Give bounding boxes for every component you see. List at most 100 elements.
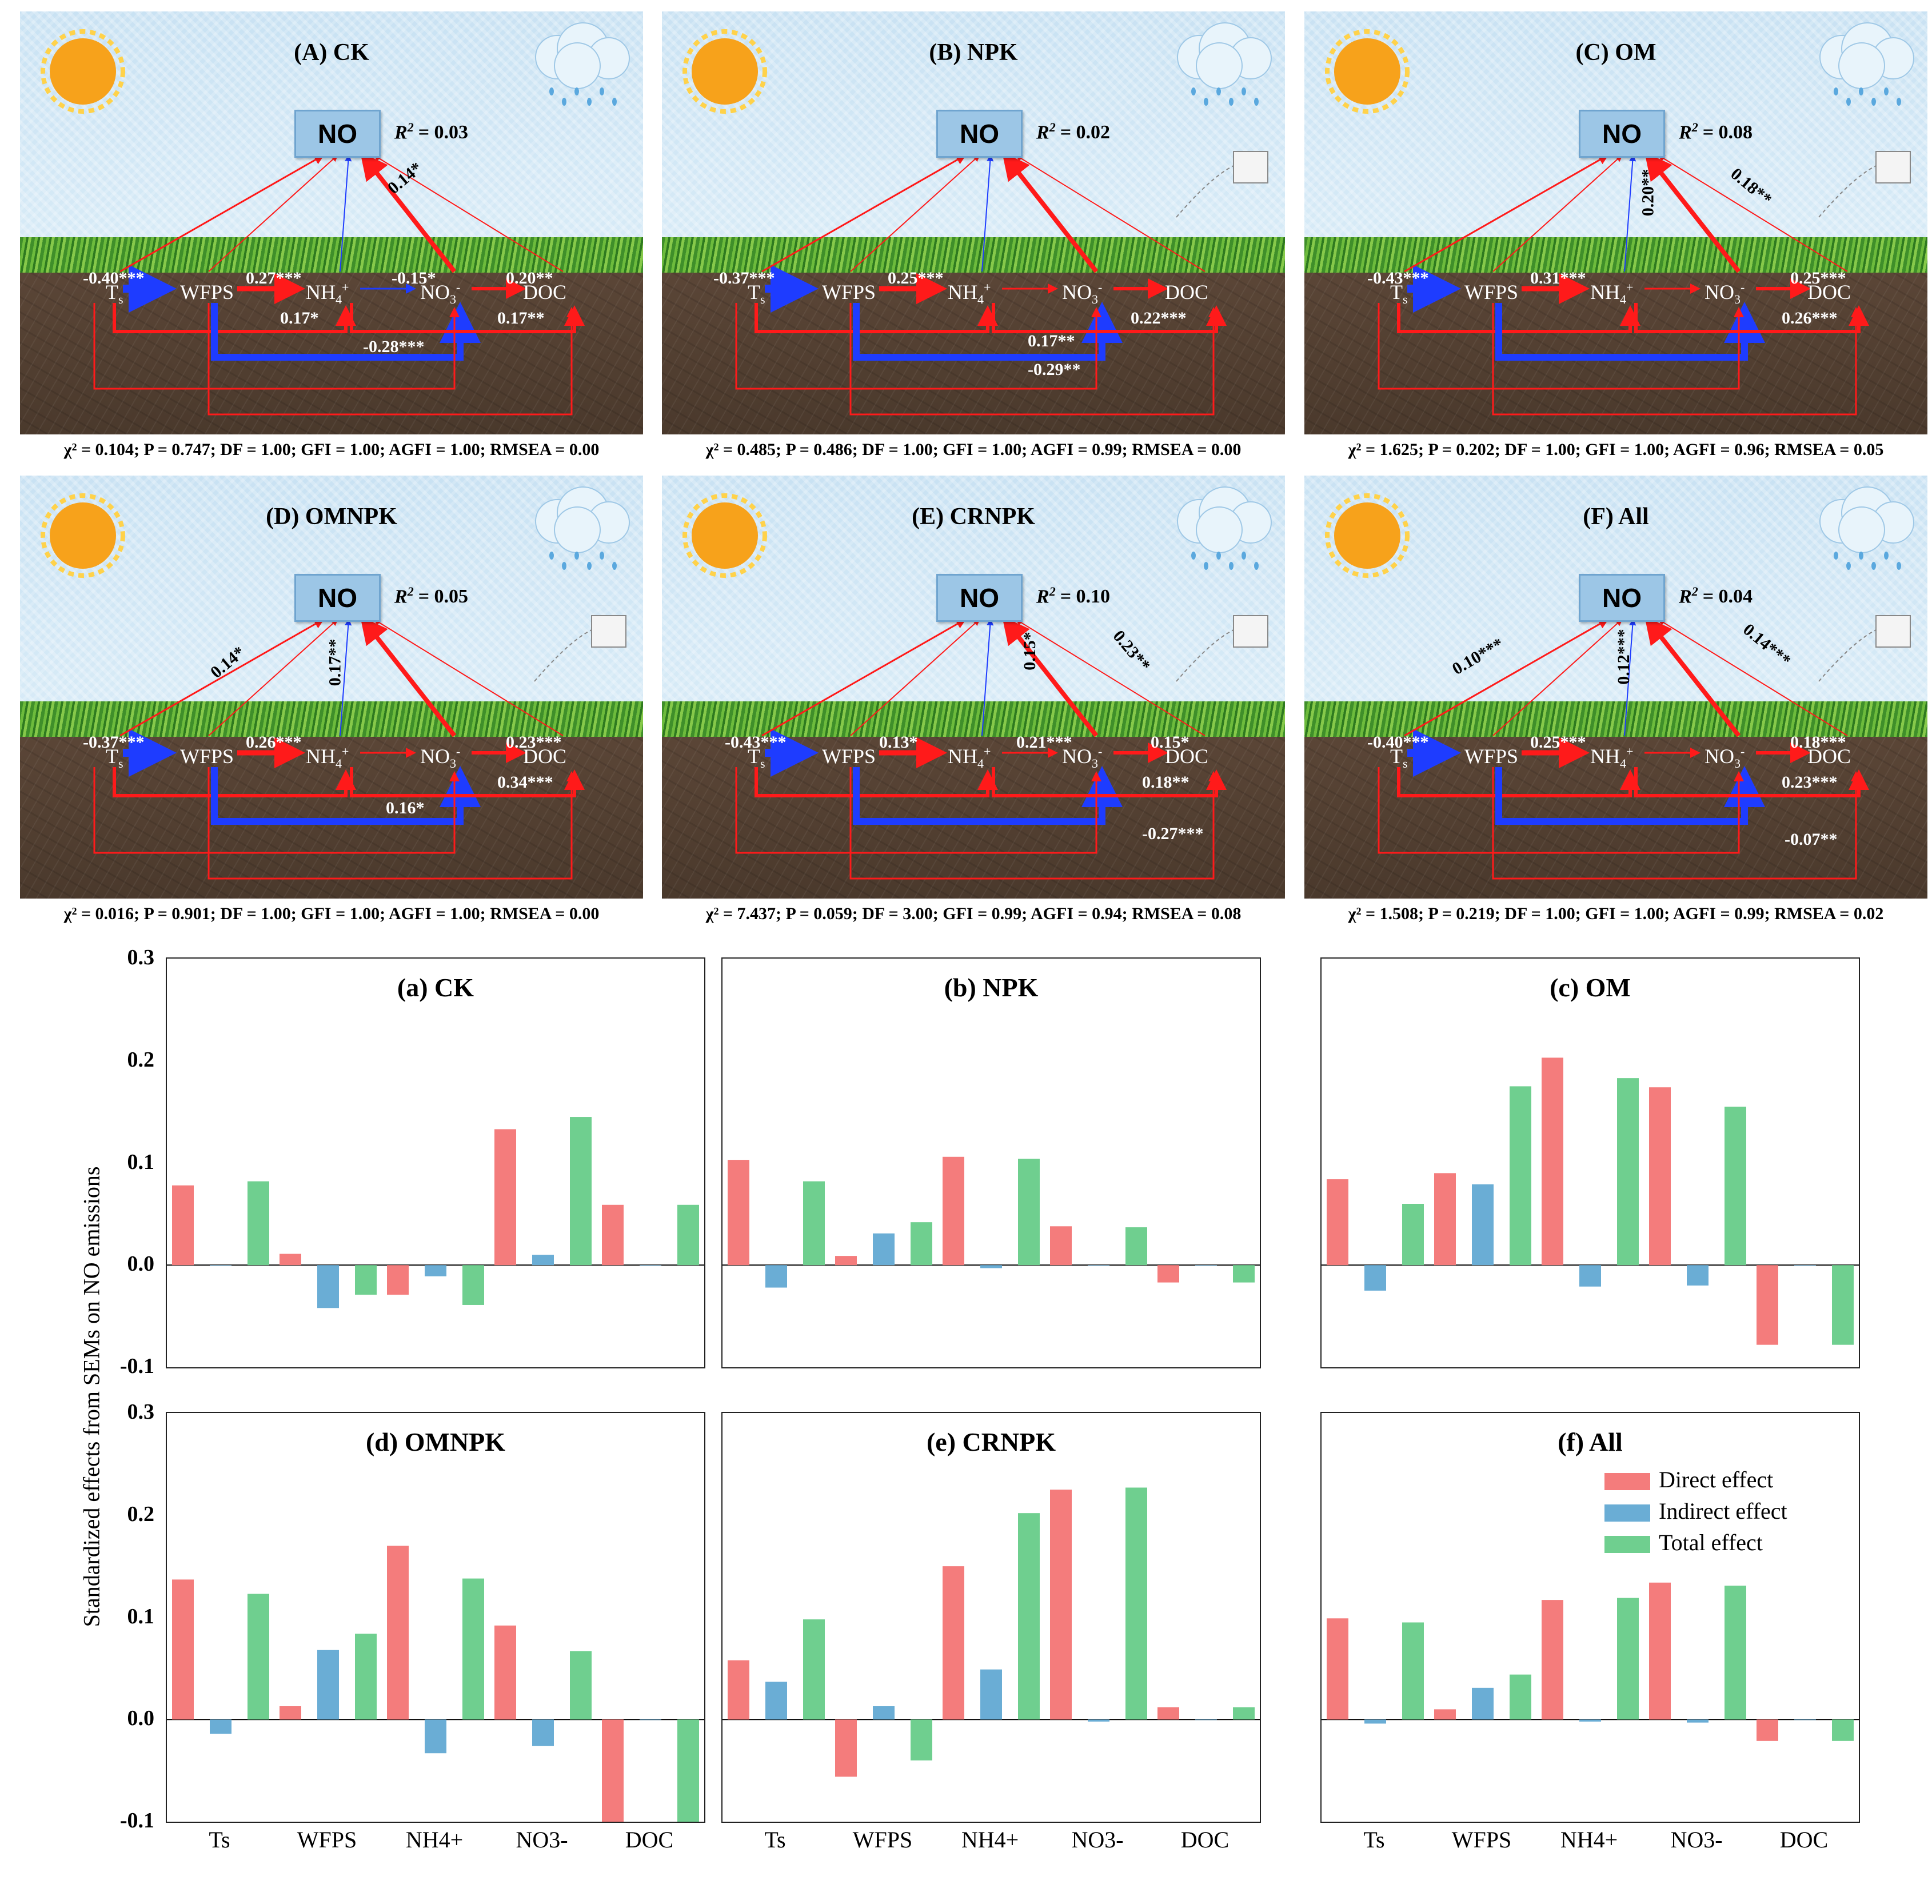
var-nh4: NH4+ (306, 744, 349, 771)
r-squared: R2 = 0.04 (1679, 584, 1753, 608)
var-superscript: + (342, 280, 349, 294)
bar-total (911, 1222, 932, 1266)
bar-total (1725, 1586, 1746, 1720)
path-coefficient: 0.22*** (1131, 309, 1187, 328)
var-wfps: WFPS (1464, 744, 1518, 768)
soil-path-arrow (755, 303, 998, 333)
r-squared: R2 = 0.08 (1679, 120, 1753, 143)
soil-path-arrow (1397, 767, 1640, 797)
soil-path-arrow (1397, 303, 1640, 333)
x-tick-label: Ts (209, 1827, 230, 1853)
bar-indirect (980, 1669, 1002, 1720)
x-tick-label: NO3- (1670, 1827, 1723, 1853)
sem-panel-title: (A) CK (294, 39, 369, 66)
bar-indirect (1195, 1719, 1217, 1721)
path-arrow (1015, 618, 1205, 736)
soil-path-arrow (735, 767, 1101, 854)
bar-total (1402, 1204, 1424, 1266)
var-no3: NO3- (1705, 744, 1745, 771)
sem-panel: (C) OM NO R2 = 0.08 Ts WFPS NH4+ NO3- DOC -0.43**… (1304, 11, 1927, 434)
r-squared-label: R (1036, 122, 1049, 143)
bar-total (1125, 1487, 1147, 1720)
var-no3: NO3- (420, 744, 460, 771)
bar-indirect (1579, 1265, 1601, 1287)
var-superscript: - (456, 280, 461, 294)
var-ts-label: T (106, 281, 118, 304)
bar-total (462, 1265, 484, 1305)
bar-direct (1757, 1265, 1778, 1345)
bar-direct (602, 1719, 624, 1822)
bar-chart-title: (f) All (1558, 1427, 1623, 1456)
var-nh4-label: NH (1590, 281, 1620, 304)
var-ts-label: T (748, 745, 760, 768)
bar-chart-title: (a) CK (397, 973, 474, 1002)
soil-path-arrow (350, 303, 585, 333)
grass-strip (1304, 237, 1927, 273)
rain-cloud-icon (1819, 486, 1914, 570)
path-arrow (1002, 151, 1099, 273)
grass-strip (662, 701, 1285, 737)
var-subscript: 3 (1734, 292, 1741, 307)
bar-direct (1050, 1490, 1072, 1720)
legend-label: Direct effect (1659, 1467, 1774, 1492)
var-wfps: WFPS (180, 280, 234, 304)
path-coefficient: 0.18*** (1790, 733, 1846, 752)
r-squared-superscript: 2 (1691, 120, 1698, 134)
bar-indirect (1794, 1265, 1816, 1266)
sem-panel: (F) All NO R2 = 0.04 Ts WFPS NH4+ NO3- DOC -0.40*… (1304, 476, 1927, 899)
path-arrow (761, 154, 967, 273)
var-wfps-label: WFPS (1464, 281, 1519, 304)
bar-direct (1327, 1179, 1348, 1266)
bar-indirect (980, 1265, 1002, 1268)
var-no3: NO3- (1062, 744, 1102, 771)
sun-icon (682, 29, 767, 114)
path-arrow (340, 618, 352, 736)
path-coefficient: 0.17* (280, 309, 319, 328)
soil-background (1304, 269, 1927, 434)
soil-path-arrow (207, 767, 577, 880)
bar-chart-panel: (f) All Direct effect Indirect effect Total… (1320, 1412, 1860, 1823)
bar-direct (943, 1566, 964, 1720)
var-nh4: NH4+ (1590, 744, 1633, 771)
bar-direct (387, 1265, 409, 1295)
soil-background (662, 733, 1285, 899)
bar-chart-panel: (d) OMNPK (166, 1412, 705, 1823)
bar-direct (280, 1254, 301, 1266)
var-subscript: s (1403, 292, 1408, 307)
bar-total (803, 1181, 825, 1266)
legend-swatch-direct (1604, 1473, 1650, 1490)
path-coefficient: 0.21*** (1016, 733, 1072, 752)
path-coefficient: 0.27*** (246, 269, 302, 288)
var-subscript: s (760, 292, 765, 307)
var-subscript: 3 (1092, 756, 1098, 771)
x-tick-label: NH4+ (405, 1827, 464, 1853)
path-arrow (761, 618, 967, 737)
var-nh4: NH4+ (1590, 280, 1633, 307)
var-wfps: WFPS (822, 744, 876, 768)
bar-chart-panel: (c) OM (1320, 957, 1860, 1368)
sem-panel: (A) CK NO R2 = 0.03 Ts WFPS NH4+ NO3- DOC -0.40**… (20, 11, 643, 434)
sem-panel-title: (E) CRNPK (912, 504, 1035, 530)
var-wfps: WFPS (822, 280, 876, 304)
soil-path-arrow (992, 767, 1227, 797)
r-squared: R2 = 0.03 (394, 120, 468, 143)
path-arrow (340, 154, 352, 272)
soil-path-arrow (93, 303, 460, 390)
r-squared: R2 = 0.10 (1036, 584, 1110, 608)
var-ts: Ts (106, 744, 123, 771)
r-squared-value: = 0.05 (418, 586, 469, 608)
bar-direct (1649, 1582, 1671, 1720)
bar-indirect (210, 1719, 231, 1734)
path-arrow (1624, 154, 1636, 272)
y-tick-label: 0.1 (127, 1604, 155, 1628)
bar-chart-plot (722, 1156, 1260, 1288)
bar-total (355, 1265, 377, 1295)
var-nh4-label: NH (948, 281, 977, 304)
bar-chart-plot (722, 1487, 1260, 1777)
no-node: NO (936, 574, 1023, 622)
sem-panel: (E) CRNPK NO R2 = 0.10 Ts WFPS NH4+ NO3- DOC -0.4… (662, 476, 1285, 899)
bar-total (911, 1719, 932, 1761)
bar-total (570, 1651, 592, 1720)
path-arrow (360, 151, 457, 273)
var-wfps-label: WFPS (1464, 745, 1519, 768)
